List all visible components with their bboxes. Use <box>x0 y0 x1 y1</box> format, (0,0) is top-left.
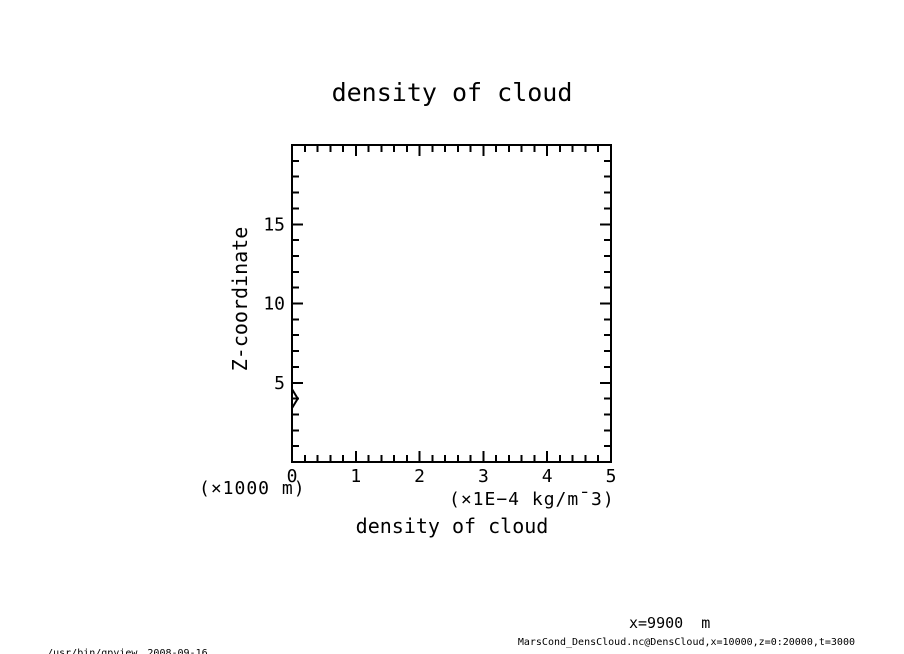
footer-program-path: /usr/bin/gpview <box>47 648 138 654</box>
density-profile-line <box>291 146 299 461</box>
x-axis-title: density of cloud <box>355 514 549 538</box>
x-tick-label: 0 <box>287 466 298 487</box>
slice-annotation: x=9900 m t=3000 s <box>629 576 710 654</box>
x-tick-label: 1 <box>350 466 361 487</box>
x-axis-units-label: (×1E−4 kg/m¯3) <box>449 489 615 510</box>
x-tick-label: 3 <box>478 466 489 487</box>
x-tick-label: 2 <box>414 466 425 487</box>
footer-program-info: /usr/bin/gpview 2008-09-16 <box>23 637 208 654</box>
annotation-x-slice: x=9900 m <box>629 614 711 632</box>
y-axis-units-label: (×1000 m) <box>199 478 306 499</box>
y-tick-label: 5 <box>274 373 285 394</box>
footer-date: 2008-09-16 <box>147 648 208 654</box>
footer-dataset-info: MarsCond_DensCloud.nc@DensCloud,x=10000,… <box>517 637 855 648</box>
y-tick-label: 10 <box>263 294 285 315</box>
x-tick-label: 5 <box>606 466 617 487</box>
chart-title: density of cloud <box>331 78 573 107</box>
y-tick-label: 15 <box>263 214 285 235</box>
x-tick-label: 4 <box>542 466 553 487</box>
